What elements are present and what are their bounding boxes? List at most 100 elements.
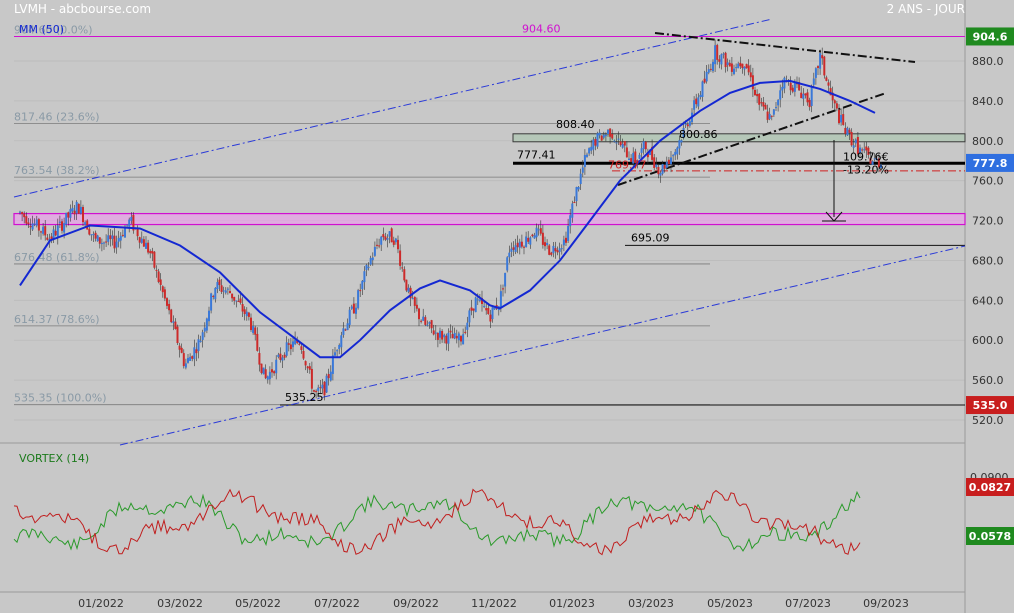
candle-body — [661, 164, 664, 174]
candle-body — [703, 78, 706, 83]
candle-body — [443, 334, 446, 338]
candle-body — [315, 390, 318, 393]
candle-body — [491, 307, 494, 320]
candle-body — [130, 216, 133, 221]
price-annotation: 800.86 — [679, 128, 718, 141]
candle-body — [724, 52, 727, 68]
candle-body — [793, 81, 796, 92]
candle-body — [781, 86, 784, 91]
candle-body — [760, 102, 763, 104]
candle-body — [772, 109, 775, 115]
candle-body — [762, 102, 765, 107]
candle-body — [334, 352, 336, 356]
candle-body — [119, 235, 122, 241]
candle-body — [758, 93, 761, 105]
y-tick-label: 640.0 — [972, 294, 1004, 307]
candle-body — [199, 340, 202, 343]
candle-body — [670, 157, 672, 165]
candle-body — [550, 252, 553, 255]
candle-body — [325, 375, 328, 393]
candle-body — [506, 257, 509, 271]
candle-body — [474, 297, 477, 313]
candle-body — [329, 371, 332, 381]
candle-body — [170, 309, 173, 323]
candle-body — [441, 330, 444, 340]
candle-body — [468, 310, 471, 323]
candle-body — [802, 93, 805, 99]
candle-body — [392, 240, 395, 245]
candle-body — [399, 250, 402, 266]
candle-body — [159, 279, 162, 285]
x-tick-label: 09/2023 — [863, 597, 909, 610]
candle-body — [481, 298, 483, 304]
price-badge-label: 904.6 — [973, 30, 1008, 43]
candle-body — [592, 139, 595, 150]
candle-body — [659, 173, 662, 176]
candle-body — [739, 62, 742, 67]
candle-body — [428, 322, 431, 324]
candle-body — [344, 329, 347, 331]
candle-body — [672, 155, 675, 157]
candle-body — [237, 300, 240, 302]
candle-body — [142, 239, 145, 247]
candle-body — [856, 136, 859, 155]
candle-body — [65, 212, 68, 225]
candle-body — [283, 354, 286, 358]
candle-body — [256, 333, 259, 351]
candle-body — [63, 223, 66, 233]
x-tick-label: 11/2022 — [471, 597, 517, 610]
candle-body — [220, 285, 223, 292]
candle-body — [453, 332, 456, 339]
candle-body — [394, 238, 397, 243]
vortex-badge-label: 0.0827 — [969, 481, 1011, 494]
candle-body — [707, 69, 710, 73]
candle-body — [502, 288, 504, 290]
candle-body — [850, 131, 853, 146]
candle-body — [172, 321, 175, 323]
candle-body — [798, 82, 801, 91]
candle-body — [216, 282, 219, 290]
candle-body — [96, 235, 99, 242]
price-badge-label: 535.0 — [973, 399, 1008, 412]
candle-body — [470, 307, 473, 311]
candle-body — [415, 304, 418, 309]
candle-body — [466, 322, 469, 330]
chart-title: LVMH - abcbourse.com — [14, 2, 151, 16]
candle-body — [447, 332, 450, 344]
candle-body — [214, 287, 217, 300]
candle-body — [151, 250, 154, 254]
candle-body — [504, 272, 507, 287]
candle-body — [665, 161, 668, 168]
candle-body — [193, 347, 196, 360]
candle-body — [569, 215, 572, 227]
candle-body — [653, 157, 656, 169]
y-tick-label: 600.0 — [972, 334, 1004, 347]
candle-body — [210, 293, 213, 311]
candle-body — [168, 303, 171, 311]
candle-body — [245, 311, 248, 317]
candle-body — [153, 251, 156, 268]
candle-body — [701, 81, 704, 98]
candle-body — [859, 147, 861, 153]
candle-body — [231, 293, 234, 299]
candle-body — [617, 138, 620, 140]
candle-body — [527, 237, 530, 242]
candle-body — [77, 203, 80, 214]
candle-body — [642, 141, 645, 150]
candle-body — [775, 107, 777, 109]
candle-body — [367, 266, 370, 268]
candle-body — [136, 228, 139, 237]
candle-body — [306, 366, 309, 369]
candle-body — [493, 307, 496, 310]
candle-body — [103, 242, 105, 244]
candle-body — [619, 141, 622, 146]
candle-body — [865, 146, 868, 151]
candle-body — [439, 330, 441, 338]
candle-body — [581, 167, 584, 173]
candle-body — [88, 228, 91, 235]
candle-body — [806, 92, 809, 103]
candle-body — [880, 164, 882, 169]
candle-body — [247, 312, 250, 317]
candle-body — [292, 341, 294, 348]
